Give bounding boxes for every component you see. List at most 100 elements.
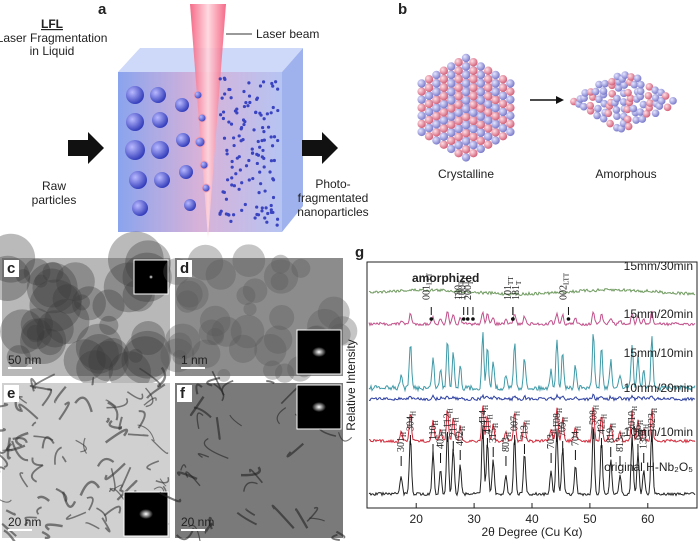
fiber	[41, 530, 51, 540]
atom	[447, 144, 456, 154]
scale-label: 20 nm	[181, 515, 214, 529]
peak-label: 7̄13H	[519, 420, 531, 440]
x-tick-label: 30	[467, 512, 481, 526]
fiber	[137, 410, 146, 429]
panel-b: b Crystalline Amorphous	[398, 1, 677, 181]
nanoparticle	[262, 165, 266, 169]
blob	[6, 345, 31, 370]
blob	[263, 360, 283, 380]
fiber	[203, 438, 229, 459]
peak-phase: H	[452, 417, 460, 422]
arrow	[302, 132, 338, 164]
atom	[498, 123, 508, 133]
atom	[606, 119, 614, 128]
atom	[424, 132, 434, 141]
nanoparticle	[247, 81, 251, 85]
fiber	[103, 505, 122, 517]
peak-phase: H	[514, 411, 522, 416]
blob	[88, 341, 129, 382]
atom	[638, 115, 647, 123]
series-label: 15mm/30min	[624, 259, 693, 273]
peak-phase: H	[574, 426, 582, 431]
atom	[483, 75, 493, 84]
atom	[483, 92, 493, 101]
blob	[0, 309, 45, 354]
subtitle: in Liquid	[30, 44, 75, 58]
peak-index: 7̄13	[519, 425, 530, 440]
fiber	[306, 506, 319, 522]
atom	[424, 75, 434, 84]
fiber	[146, 460, 160, 471]
fiber	[61, 455, 67, 463]
blob	[206, 327, 224, 346]
fiber	[41, 436, 55, 449]
xrd-curve	[368, 332, 696, 393]
nanoparticle	[272, 158, 276, 163]
blob	[175, 280, 203, 308]
atom	[639, 100, 648, 109]
nanoparticle	[220, 96, 224, 100]
liquid-side	[282, 48, 303, 232]
peak-phase: T	[458, 280, 466, 285]
peak-index: 4̄14	[478, 410, 489, 425]
series-label: 10mm/10min	[624, 425, 693, 439]
fiber	[30, 464, 44, 483]
atom	[630, 80, 639, 89]
atom	[651, 94, 660, 102]
blob	[63, 339, 106, 382]
blob	[187, 244, 224, 281]
input-label: Raw	[42, 179, 66, 193]
particle	[176, 133, 190, 147]
nanoparticle	[261, 125, 265, 130]
nanoparticle	[225, 148, 229, 153]
peak-phase: H	[643, 424, 651, 429]
nanoparticle	[261, 148, 265, 153]
particle	[193, 90, 203, 100]
blob	[269, 304, 295, 331]
x-tick-label: 60	[641, 512, 655, 526]
blob	[121, 336, 170, 385]
nanoparticle	[229, 96, 233, 100]
panel-label: g	[355, 244, 364, 261]
atom	[637, 80, 645, 89]
fiber	[206, 377, 221, 387]
nanoparticle	[255, 96, 260, 100]
peak-label: 1̄12H	[442, 408, 454, 428]
peak-label: 301H	[396, 432, 408, 452]
peak-label: 8̄03H	[501, 432, 513, 452]
peak-dot	[471, 317, 475, 321]
atom	[417, 79, 426, 88]
fiber	[0, 427, 6, 432]
atom	[424, 83, 434, 92]
fiber	[41, 388, 53, 407]
peak-dot	[566, 317, 571, 321]
nanoparticle	[269, 159, 274, 163]
blob	[232, 244, 266, 278]
fiber	[104, 462, 126, 481]
fiber	[12, 437, 28, 444]
blob	[26, 262, 78, 314]
atom	[651, 109, 660, 118]
output-label: nanoparticles	[297, 205, 368, 219]
blob	[230, 314, 265, 349]
fiber	[331, 533, 340, 541]
blob	[20, 308, 53, 341]
peak-label: 4̄05H	[436, 429, 448, 449]
particle	[194, 136, 206, 148]
fiber	[36, 506, 42, 515]
atom	[506, 111, 515, 121]
blob	[176, 278, 209, 311]
fiber	[245, 508, 256, 517]
fiber	[143, 397, 157, 406]
label-box	[4, 385, 19, 402]
nanoparticle	[230, 165, 234, 169]
blob	[20, 318, 67, 364]
fiber	[101, 517, 111, 533]
atom	[461, 62, 471, 71]
atom	[491, 112, 500, 121]
peak-index: 402	[455, 431, 466, 446]
peak-label: 100TT	[458, 276, 470, 300]
atom	[417, 87, 426, 96]
fiber	[249, 468, 263, 484]
crystal-lattice	[417, 53, 515, 162]
